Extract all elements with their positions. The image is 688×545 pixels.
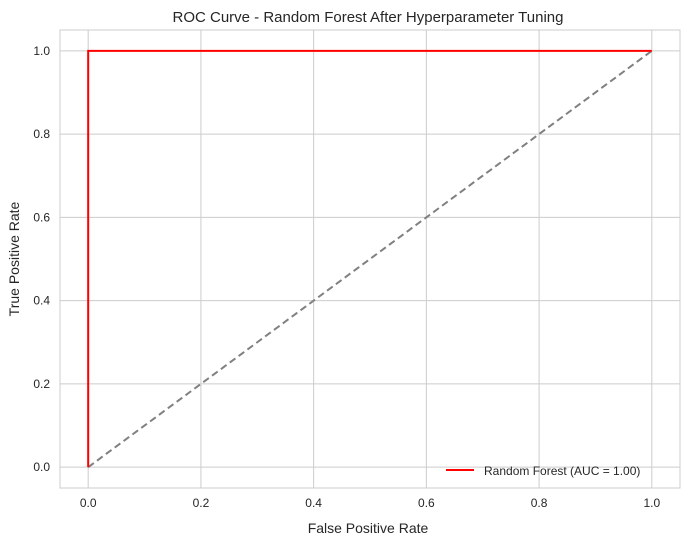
y-tick-label: 0.2 xyxy=(33,377,50,391)
y-tick-label: 0.0 xyxy=(33,460,50,474)
series-lines xyxy=(87,49,653,468)
roc-curve-line xyxy=(87,49,652,468)
chance-diagonal-line xyxy=(87,50,653,468)
legend: Random Forest (AUC = 1.00) xyxy=(446,464,640,478)
y-tick-label: 0.4 xyxy=(33,294,50,308)
x-tick-label: 0.8 xyxy=(531,496,548,510)
chart-title: ROC Curve - Random Forest After Hyperpar… xyxy=(173,9,564,26)
legend-label-random-forest: Random Forest (AUC = 1.00) xyxy=(484,464,640,478)
x-tick-label: 0.6 xyxy=(418,496,435,510)
x-axis-ticks: 0.0 0.2 0.4 0.6 0.8 1.0 xyxy=(80,496,661,510)
y-tick-label: 1.0 xyxy=(33,44,50,58)
x-tick-label: 0.2 xyxy=(193,496,210,510)
x-tick-label: 0.0 xyxy=(80,496,97,510)
x-tick-label: 1.0 xyxy=(643,496,660,510)
y-axis-label: True Positive Rate xyxy=(6,201,22,316)
x-tick-label: 0.4 xyxy=(305,496,322,510)
y-tick-label: 0.8 xyxy=(33,127,50,141)
y-axis-ticks: 0.0 0.2 0.4 0.6 0.8 1.0 xyxy=(33,44,50,474)
y-tick-label: 0.6 xyxy=(33,210,50,224)
x-axis-label: False Positive Rate xyxy=(308,520,429,536)
